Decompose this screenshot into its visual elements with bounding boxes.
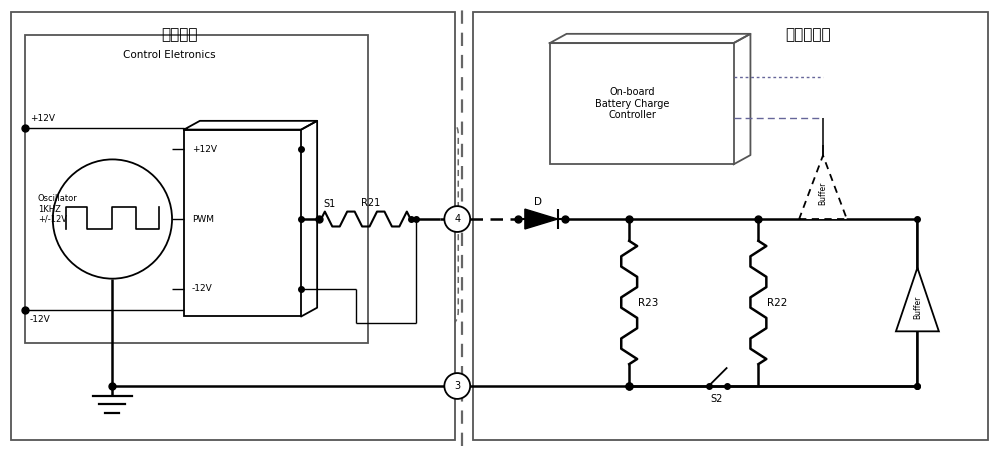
FancyBboxPatch shape [299,119,458,326]
Text: R21: R21 [361,198,380,208]
Bar [473,12,988,440]
Text: On-board
Battery Charge
Controller: On-board Battery Charge Controller [595,87,670,120]
Text: +12V: +12V [192,145,217,154]
Bar [11,12,455,440]
Text: Buffer: Buffer [818,182,827,205]
Text: Buffer: Buffer [913,296,922,319]
Text: -12V: -12V [30,316,51,325]
FancyBboxPatch shape [788,62,952,224]
Polygon shape [525,209,558,229]
Text: +12V: +12V [30,114,55,123]
Text: Control Eletronics: Control Eletronics [123,50,215,60]
Text: Oscillator
1KHZ
+/-12V: Oscillator 1KHZ +/-12V [38,194,78,224]
Text: S2: S2 [711,394,723,404]
Circle shape [53,159,172,279]
Text: R22: R22 [767,298,788,308]
Text: 4: 4 [454,214,460,224]
Text: 车载充电器: 车载充电器 [785,26,831,42]
Polygon shape [896,268,939,331]
Bar [25,35,368,343]
Text: S1: S1 [323,199,335,209]
Bar [550,43,734,164]
Text: -12V: -12V [192,284,213,293]
FancyBboxPatch shape [299,119,428,326]
Text: D: D [534,197,542,207]
Bar [184,130,301,317]
Text: PWM: PWM [192,215,214,224]
Text: 供电设备: 供电设备 [162,26,198,42]
Circle shape [444,206,470,232]
FancyBboxPatch shape [485,85,972,269]
Polygon shape [799,155,847,219]
Text: R23: R23 [638,298,659,308]
Circle shape [444,373,470,399]
Text: 3: 3 [454,381,460,391]
